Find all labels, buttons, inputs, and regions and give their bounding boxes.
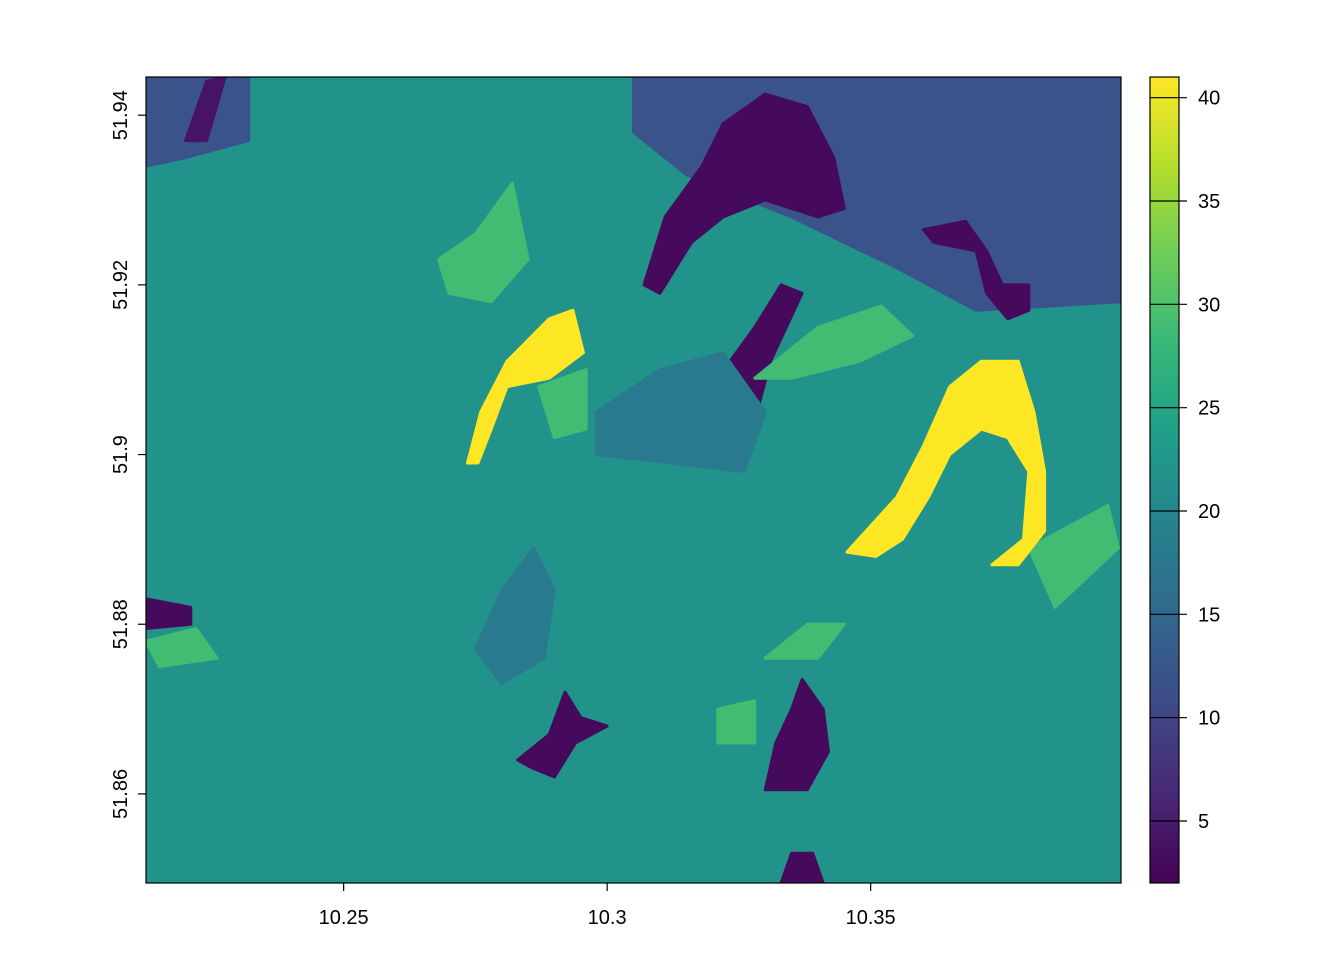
raster-region xyxy=(779,851,825,883)
colorbar-gradient xyxy=(1150,77,1179,883)
x-tick-label: 10.25 xyxy=(319,907,369,929)
raster-layer xyxy=(146,77,1121,883)
raster-region xyxy=(537,368,588,440)
colorbar-tick-label: 15 xyxy=(1198,604,1220,626)
y-tick-label: 51.92 xyxy=(110,260,132,310)
raster-region xyxy=(466,308,585,465)
raster-region xyxy=(642,92,846,295)
raster-region xyxy=(845,359,1047,567)
raster-region xyxy=(184,77,227,143)
colorbar-tick-label: 20 xyxy=(1198,501,1220,523)
raster-region xyxy=(763,622,846,660)
y-tick-label: 51.88 xyxy=(110,599,132,649)
x-axis: 10.25 10.3 10.35 xyxy=(319,883,896,929)
raster-region xyxy=(595,351,767,473)
y-axis: 51.86 51.88 51.9 51.92 51.94 xyxy=(110,90,146,819)
colorbar-frame xyxy=(1149,76,1180,884)
colorbar-legend: 5 10 15 20 25 30 35 40 xyxy=(1149,76,1220,884)
colorbar-tick-label: 35 xyxy=(1198,191,1220,213)
x-tick-label: 10.3 xyxy=(588,907,627,929)
colorbar-tick-label: 30 xyxy=(1198,294,1220,316)
colorbar-tick-label: 5 xyxy=(1198,811,1209,833)
raster-region xyxy=(437,181,530,304)
raster-region xyxy=(516,690,609,779)
colorbar-tick-label: 10 xyxy=(1198,708,1220,730)
raster-region xyxy=(146,627,219,669)
y-tick-label: 51.9 xyxy=(110,435,132,474)
colorbar-tick-label: 40 xyxy=(1198,88,1220,110)
raster-region xyxy=(716,699,757,745)
raster-region xyxy=(763,677,830,792)
raster-region xyxy=(1027,504,1120,609)
y-tick-label: 51.94 xyxy=(110,90,132,140)
x-tick-label: 10.35 xyxy=(846,907,896,929)
colorbar-tick-label: 25 xyxy=(1198,398,1220,420)
raster-region xyxy=(753,304,915,380)
raster-region xyxy=(921,219,1031,321)
raster-region xyxy=(473,546,556,686)
plot-frame xyxy=(145,76,1122,884)
y-tick-label: 51.86 xyxy=(110,769,132,819)
raster-region xyxy=(146,597,193,630)
